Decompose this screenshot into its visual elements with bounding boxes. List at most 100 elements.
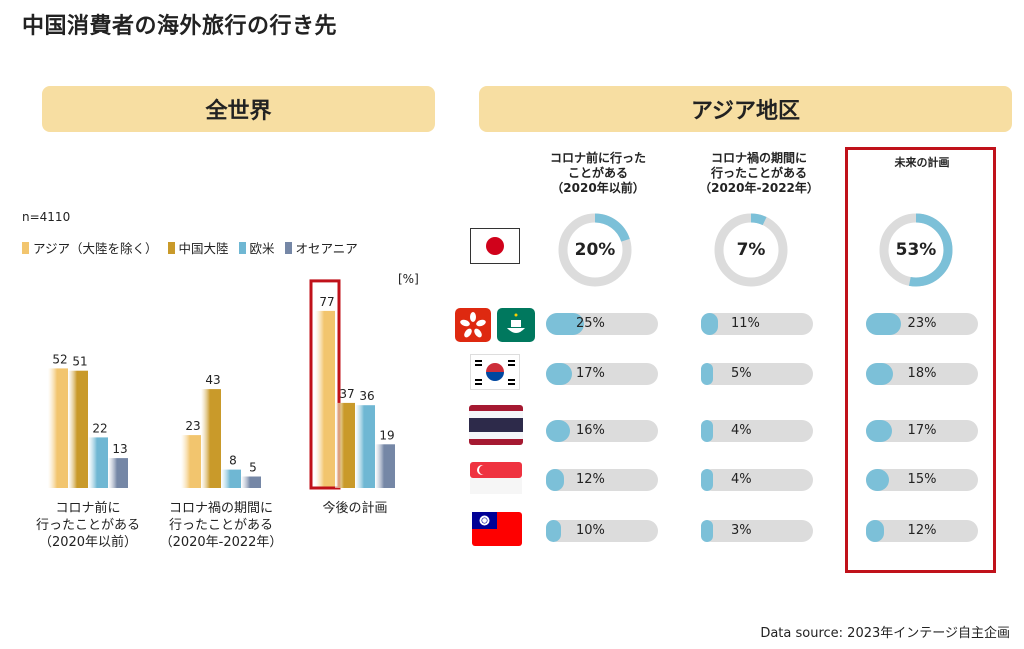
bar-c0-s2 (88, 437, 108, 488)
asia-banner: アジア地区 (479, 86, 1012, 132)
pill-track-r1-c2: 18% (866, 363, 978, 385)
pill-track-r2-c0: 16% (546, 420, 658, 442)
pill-label-r0-c2: 23% (907, 316, 937, 331)
pill-track-r0-c0: 25% (546, 313, 658, 335)
pill-fill-r4-c0 (546, 520, 562, 542)
bar-label-c2-s1: 37 (339, 387, 354, 401)
bar-c1-s1 (201, 389, 221, 488)
legend-label-3: オセアニア (295, 241, 358, 256)
pill-track-r3-c1: 4% (701, 469, 813, 491)
legend-item-1: 中国大陸 (167, 238, 229, 257)
bar-c0-s1 (68, 370, 88, 488)
col3-header: 未来の計画 (894, 156, 950, 169)
bar-c2-s2 (355, 405, 375, 488)
bar-label-c0-s3: 13 (112, 442, 127, 456)
col1-header-line2: ことがある (567, 166, 628, 180)
category-label-1-1: 行ったことがある (169, 518, 273, 533)
pill-fill-r0-c2 (866, 313, 901, 335)
pill-fill-r2-c1 (701, 420, 713, 442)
singapore-flag-icon (470, 462, 522, 494)
pill-fill-r1-c1 (701, 363, 713, 385)
category-label-0-0: コロナ前に (55, 500, 120, 516)
pill-track-r0-c2: 23% (866, 313, 978, 335)
legend: アジア（大陸を除く） 中国大陸 欧米 オセアニア (22, 238, 358, 257)
bar-c0-s0 (48, 368, 68, 488)
category-label-0-2: （2020年以前） (39, 534, 137, 550)
thailand-flag-icon (469, 405, 523, 445)
pill-label-r4-c1: 3% (731, 523, 752, 538)
pill-label-r2-c1: 4% (731, 423, 752, 438)
bar-c1-s3 (241, 476, 261, 488)
bar-label-c0-s0: 52 (52, 352, 67, 366)
japan-donut-col1 (558, 213, 632, 287)
pill-label-r2-c2: 17% (907, 423, 937, 438)
korea-flag-icon (470, 354, 520, 390)
bar-c2-s1 (335, 402, 355, 488)
pill-track-r4-c0: 10% (546, 520, 658, 542)
bar-label-c1-s0: 23 (185, 419, 200, 433)
data-source: Data source: 2023年インテージ自主企画 (760, 626, 1010, 641)
donut-arc-2 (879, 213, 953, 287)
sample-size-label: n=4110 (22, 210, 71, 224)
col1-header: コロナ前に行った ことがある （2020年以前） (528, 151, 668, 196)
bar-c1-s0 (181, 435, 201, 488)
legend-item-0: アジア（大陸を除く） (22, 238, 158, 257)
pill-track-r3-c2: 15% (866, 469, 978, 491)
future-highlight-box (845, 147, 996, 573)
pill-track-r3-c0: 12% (546, 469, 658, 491)
pill-label-r4-c0: 10% (576, 523, 605, 538)
category-label-1-2: （2020年-2022年） (160, 535, 283, 550)
legend-label-1: 中国大陸 (178, 241, 229, 256)
pill-fill-r3-c2 (866, 469, 889, 491)
pill-label-r2-c0: 16% (576, 423, 605, 438)
hongkong-macau-flag-icon (455, 308, 535, 342)
pill-track-r2-c1: 4% (701, 420, 813, 442)
pill-track-r1-c1: 5% (701, 363, 813, 385)
bar-c2-s3 (375, 444, 395, 488)
highlight-box (309, 279, 341, 490)
pill-label-r0-c1: 11% (731, 316, 760, 331)
pill-fill-r0-c1 (701, 313, 718, 335)
pill-fill-r0-c0 (546, 313, 584, 335)
japan-donut-col3-label: 53% (895, 240, 937, 260)
bar-c1-s2 (221, 469, 241, 488)
global-banner: 全世界 (42, 86, 435, 132)
pill-label-r3-c2: 15% (907, 472, 937, 487)
pill-label-r1-c2: 18% (907, 366, 937, 381)
pill-label-r0-c0: 25% (576, 316, 605, 331)
donut-arc-1 (714, 213, 788, 287)
pill-fill-r3-c1 (701, 469, 713, 491)
pill-label-r1-c1: 5% (731, 366, 752, 381)
unit-label: [%] (398, 272, 419, 286)
legend-swatch-2 (238, 241, 246, 254)
japan-donut-col1-label: 20% (574, 240, 616, 260)
pill-label-r4-c2: 12% (907, 523, 937, 538)
legend-label-2: 欧米 (249, 241, 275, 256)
legend-swatch-3 (284, 241, 292, 254)
col1-header-line3: （2020年以前） (551, 181, 645, 195)
pill-track-r4-c2: 12% (866, 520, 978, 542)
pill-fill-r1-c0 (546, 363, 572, 385)
bar-label-c1-s3: 5 (249, 461, 257, 475)
japan-donut-col2-label: 7% (736, 240, 766, 260)
category-label-1-0: コロナ禍の期間に (169, 500, 273, 516)
pill-track-r1-c0: 17% (546, 363, 658, 385)
taiwan-flag-icon (472, 512, 522, 546)
bar-c2-s0 (315, 310, 335, 488)
bar-label-c2-s0: 77 (319, 295, 334, 309)
col1-header-line1: コロナ前に行った (549, 151, 646, 165)
pill-track-r4-c1: 3% (701, 520, 813, 542)
bar-label-c1-s2: 8 (229, 454, 237, 468)
col2-header-line2: 行ったことがある (710, 166, 807, 180)
category-label-0-1: 行ったことがある (36, 518, 140, 533)
pill-label-r1-c0: 17% (576, 366, 605, 381)
pill-label-r3-c0: 12% (576, 472, 605, 487)
pill-label-r3-c1: 4% (731, 472, 752, 487)
donut-arc-0 (558, 213, 632, 287)
pill-fill-r4-c2 (866, 520, 885, 542)
legend-item-3: オセアニア (284, 238, 358, 257)
pill-fill-r4-c1 (701, 520, 713, 542)
pill-fill-r2-c2 (866, 420, 892, 442)
bar-label-c2-s3: 19 (379, 428, 394, 442)
